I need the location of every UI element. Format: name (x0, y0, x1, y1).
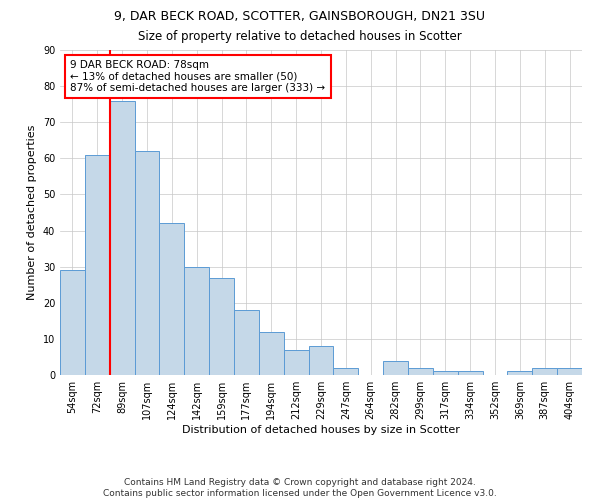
Bar (110, 100, 134, 375)
Bar (209, 278, 234, 375)
Bar (557, 368, 582, 375)
Bar (234, 310, 259, 375)
Bar (408, 368, 433, 375)
Y-axis label: Number of detached properties: Number of detached properties (27, 125, 37, 300)
Bar (160, 224, 184, 375)
Bar (85, 154, 110, 375)
Bar (383, 360, 408, 375)
Bar (532, 368, 557, 375)
Bar (60, 270, 85, 375)
Bar (508, 372, 532, 375)
Bar (284, 350, 308, 375)
Bar (458, 372, 482, 375)
Bar (308, 346, 334, 375)
Bar (134, 151, 160, 375)
X-axis label: Distribution of detached houses by size in Scotter: Distribution of detached houses by size … (182, 425, 460, 435)
Text: Size of property relative to detached houses in Scotter: Size of property relative to detached ho… (138, 30, 462, 43)
Bar (334, 368, 358, 375)
Text: 9, DAR BECK ROAD, SCOTTER, GAINSBOROUGH, DN21 3SU: 9, DAR BECK ROAD, SCOTTER, GAINSBOROUGH,… (115, 10, 485, 23)
Text: 9 DAR BECK ROAD: 78sqm
← 13% of detached houses are smaller (50)
87% of semi-det: 9 DAR BECK ROAD: 78sqm ← 13% of detached… (70, 60, 326, 93)
Bar (433, 372, 458, 375)
Bar (259, 332, 284, 375)
Bar (184, 266, 209, 375)
Text: Contains HM Land Registry data © Crown copyright and database right 2024.
Contai: Contains HM Land Registry data © Crown c… (103, 478, 497, 498)
